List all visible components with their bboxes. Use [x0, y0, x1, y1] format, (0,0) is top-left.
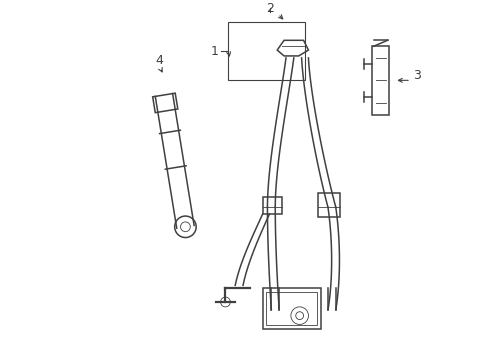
Text: 2: 2 [266, 1, 274, 15]
Text: 4: 4 [155, 54, 163, 67]
Bar [262, 197, 282, 214]
Text: 3: 3 [412, 69, 420, 82]
Bar [228, 22, 304, 80]
Bar [266, 292, 317, 325]
Bar [262, 288, 321, 329]
Polygon shape [277, 40, 308, 56]
Text: 1: 1 [210, 45, 218, 58]
Bar [371, 46, 389, 114]
Polygon shape [152, 93, 178, 113]
Bar [318, 193, 339, 217]
